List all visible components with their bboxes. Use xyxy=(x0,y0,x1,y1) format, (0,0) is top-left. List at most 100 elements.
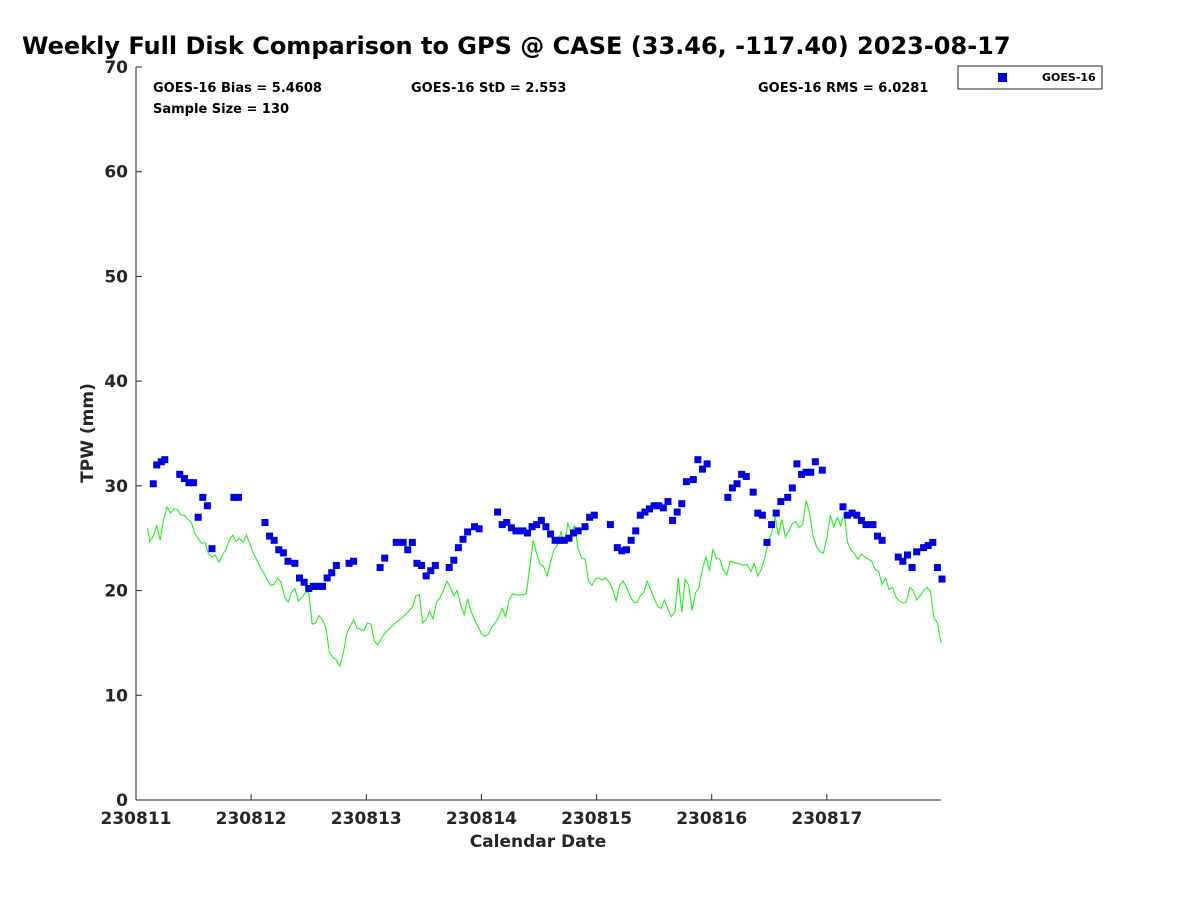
goes16-point xyxy=(613,544,621,552)
x-tick-label: 230814 xyxy=(446,809,517,829)
goes16-point xyxy=(190,479,198,487)
x-tick-label: 230811 xyxy=(101,809,172,829)
goes16-point xyxy=(279,549,287,557)
goes16-point xyxy=(650,502,658,510)
goes16-point xyxy=(738,470,746,478)
goes16-point xyxy=(632,527,640,535)
stat-sample-size: Sample Size = 130 xyxy=(153,102,289,117)
goes16-point xyxy=(669,516,677,524)
goes16-point xyxy=(547,530,555,538)
goes16-point xyxy=(270,536,278,544)
y-tick-label: 50 xyxy=(104,267,128,287)
y-tick-label: 20 xyxy=(104,582,128,602)
goes16-point xyxy=(874,532,882,540)
goes16-point xyxy=(208,545,216,553)
goes16-point xyxy=(768,521,776,529)
goes16-point xyxy=(618,547,626,555)
goes16-point xyxy=(929,538,937,546)
goes16-point xyxy=(798,470,806,478)
goes16-point xyxy=(913,548,921,556)
goes16-point xyxy=(498,521,506,529)
goes16-point xyxy=(408,538,416,546)
x-tick-label: 230817 xyxy=(791,809,862,829)
goes16-point xyxy=(194,513,202,521)
legend: GOES-16 xyxy=(957,65,1103,90)
goes16-point xyxy=(332,561,340,569)
goes16-point xyxy=(938,575,946,583)
goes16-point xyxy=(345,559,353,567)
goes16-point xyxy=(392,538,400,546)
goes16-point xyxy=(471,523,479,531)
stat-std: GOES-16 StD = 2.553 xyxy=(411,81,566,96)
goes16-point xyxy=(153,461,161,469)
goes16-point xyxy=(788,484,796,492)
goes16-point xyxy=(418,561,426,569)
goes16-point xyxy=(161,456,169,464)
goes16-point xyxy=(699,465,707,473)
goes16-point xyxy=(724,493,732,501)
goes16-point xyxy=(848,509,856,517)
goes16-point xyxy=(454,544,462,552)
goes16-point xyxy=(933,564,941,572)
goes16-point xyxy=(309,582,317,590)
goes16-point xyxy=(556,536,564,544)
goes16-point xyxy=(606,521,614,529)
legend-marker xyxy=(998,73,1007,82)
goes16-point xyxy=(422,572,430,580)
goes16-point xyxy=(350,557,358,565)
y-ticks: 0 10 20 30 40 50 60 70 xyxy=(104,58,142,811)
goes16-point xyxy=(537,516,545,524)
y-tick-label: 60 xyxy=(104,163,128,183)
goes16-point xyxy=(574,527,582,535)
goes16-point xyxy=(296,574,304,582)
goes16-point xyxy=(203,502,211,510)
goes16-point xyxy=(149,480,157,488)
goes16-point xyxy=(807,468,815,476)
goes16-point xyxy=(551,536,559,544)
goes16-point xyxy=(664,498,672,506)
goes16-point xyxy=(431,561,439,569)
goes16-point xyxy=(234,493,242,501)
y-tick-label: 40 xyxy=(104,372,128,392)
legend-box xyxy=(957,65,1103,90)
x-tick-label: 230813 xyxy=(331,809,402,829)
goes16-point xyxy=(853,511,861,519)
goes16-point xyxy=(533,521,541,529)
goes16-point xyxy=(565,534,573,542)
goes16-point xyxy=(802,468,810,476)
goes16-point xyxy=(284,557,292,565)
goes16-point xyxy=(903,551,911,559)
goes16-point xyxy=(323,574,331,582)
goes16-point xyxy=(176,470,184,478)
goes16-point xyxy=(869,521,877,529)
goes16-point xyxy=(627,536,635,544)
goes16-point xyxy=(784,493,792,501)
goes16-point xyxy=(754,509,762,517)
goes16-point xyxy=(733,480,741,488)
goes16-point xyxy=(404,546,412,554)
goes16-point xyxy=(464,528,472,536)
goes16-point xyxy=(763,538,771,546)
x-ticks: 230811 230812 230813 230814 230815 230816 2308… xyxy=(101,794,862,829)
goes16-point xyxy=(399,538,407,546)
y-tick-label: 0 xyxy=(116,791,128,811)
legend-label: GOES-16 xyxy=(1042,71,1096,84)
goes16-point xyxy=(475,525,483,533)
goes16-point xyxy=(507,524,515,532)
goes16-point xyxy=(908,564,916,572)
goes16-point xyxy=(742,472,750,480)
goes16-point xyxy=(749,488,757,496)
goes16-point xyxy=(376,564,384,572)
goes16-point xyxy=(728,484,736,492)
goes16-point xyxy=(185,479,193,487)
goes16-point xyxy=(305,584,313,592)
goes16-point xyxy=(503,519,511,527)
chart-title: Weekly Full Disk Comparison to GPS @ CAS… xyxy=(22,32,1011,60)
goes16-point xyxy=(894,553,902,561)
x-tick-label: 230812 xyxy=(216,809,287,829)
goes16-point xyxy=(512,527,520,535)
stat-bias: GOES-16 Bias = 5.4608 xyxy=(153,81,322,96)
goes16-point xyxy=(528,523,536,531)
goes16-point xyxy=(560,536,568,544)
